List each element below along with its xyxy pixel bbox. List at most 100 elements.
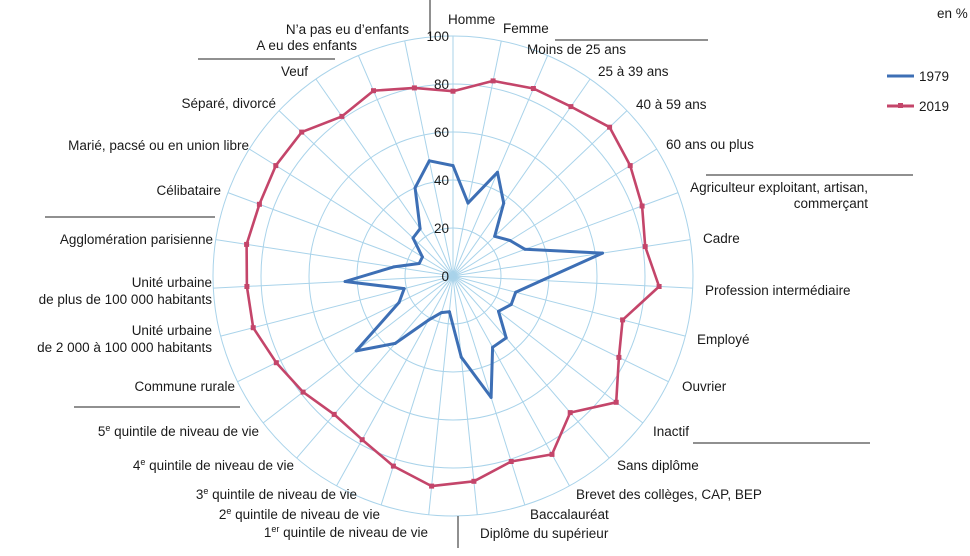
point-1979-13 [491,345,495,349]
category-label-5: 60 ans ou plus [666,137,754,152]
point-1979-12 [504,336,508,340]
category-label-30: N’a pas eu d’enfants [286,22,409,37]
grid-spoke [452,275,610,459]
point-2019-8 [656,284,662,289]
tick-label: 80 [434,77,449,92]
category-label-27: Séparé, divorcé [181,96,276,111]
tick-label: 40 [434,173,449,188]
category-label-23: Unité urbaine de plus de 100 000 habitant… [39,275,213,307]
point-2019-30 [411,85,417,91]
tick-label: 60 [434,125,449,140]
point-1979-23 [343,280,347,283]
point-1979-24 [392,265,396,269]
category-label-20: 5e quintile de niveau de vie [98,423,259,439]
point-1979-17 [440,311,443,315]
point-1979-20 [354,349,358,353]
category-label-28: Veuf [281,64,308,79]
category-label-11: Inactif [653,424,689,439]
grid-spoke [215,239,454,277]
point-1979-14 [489,395,493,399]
point-1979-21 [397,300,401,304]
legend-item-1979: 1979 [887,69,949,84]
grid-spoke [452,55,549,277]
point-1979-29 [413,186,417,190]
grid-spoke [452,275,669,383]
point-1979-18 [427,318,430,322]
point-2019-23 [244,284,250,289]
grid-spoke [452,148,657,277]
point-1979-19 [393,341,397,345]
point-2019-7 [642,244,648,250]
point-2019-25 [256,201,262,207]
point-2019-26 [273,163,279,169]
point-2019-14 [508,459,514,464]
point-1979-22 [402,287,406,291]
point-1979-11 [497,309,500,313]
series-2019 [244,78,662,489]
category-label-1: Femme [503,21,549,36]
point-1979-16 [447,310,451,314]
point-2019-5 [627,163,633,169]
point-2019-11 [613,399,619,405]
grid-spoke [452,275,644,424]
point-1979-5 [508,239,512,242]
category-label-18: 3e quintile de niveau de vie [196,486,357,502]
point-2019-17 [390,463,396,469]
point-1979-3 [502,201,506,205]
category-label-26: Marié, pacsé ou en union libre [68,138,249,153]
grid-spoke [452,78,591,277]
category-label-14: Baccalauréat [530,507,609,522]
grid-spoke [315,78,454,277]
grid-spoke [249,148,454,277]
data-series [244,78,662,489]
category-label-19: 4e quintile de niveau de vie [133,457,294,473]
series-line-2019 [245,79,661,488]
point-2019-28 [339,113,345,119]
grid-spoke [220,275,454,337]
series-1979 [343,159,604,399]
point-1979-27 [411,236,415,240]
category-label-17: 2e quintile de niveau de vie [219,506,380,522]
point-2019-16 [429,483,435,489]
point-2019-13 [549,451,555,457]
group-separators [45,0,913,548]
radar-grid [212,35,694,517]
grid-spoke [452,239,691,277]
grid-spoke [452,275,570,487]
legend: 1979 2019 [887,69,949,114]
grid-spoke [452,110,628,277]
grid-spoke [227,192,454,277]
grid-spoke [296,275,454,459]
category-label-8: Profession intermédiaire [705,283,851,298]
point-2019-21 [273,360,279,366]
point-1979-10 [509,303,513,306]
point-1979-28 [418,227,422,231]
grid-spoke [237,275,454,383]
category-label-4: 40 à 59 ans [636,97,707,112]
point-2019-0 [450,88,456,94]
category-label-29: A eu des enfants [256,38,357,53]
category-label-25: Célibataire [156,183,221,198]
category-label-16: 1er quintile de niveau de vie [264,524,428,540]
grid-spoke [452,275,478,515]
legend-label-2019: 2019 [919,99,949,114]
point-2019-15 [471,478,477,484]
point-1979-4 [493,234,497,238]
grid-spoke [452,275,686,337]
category-label-6: Agriculteur exploitant, artisan, commerça… [690,180,868,211]
grid-spoke [452,275,526,506]
grid-spoke [452,275,693,289]
unit-label: en % [937,6,968,21]
point-1979-1 [466,201,470,205]
legend-marker-2019 [898,103,903,108]
point-2019-29 [371,88,376,94]
category-label-7: Cadre [703,231,740,246]
point-1979-9 [514,290,518,294]
category-label-24: Agglomération parisienne [60,232,213,247]
radial-tick-labels: 0 20 40 60 80 100 [426,29,449,284]
point-1979-2 [496,170,499,174]
point-2019-27 [299,129,305,135]
point-2019-3 [568,104,574,110]
point-2019-22 [250,325,256,331]
